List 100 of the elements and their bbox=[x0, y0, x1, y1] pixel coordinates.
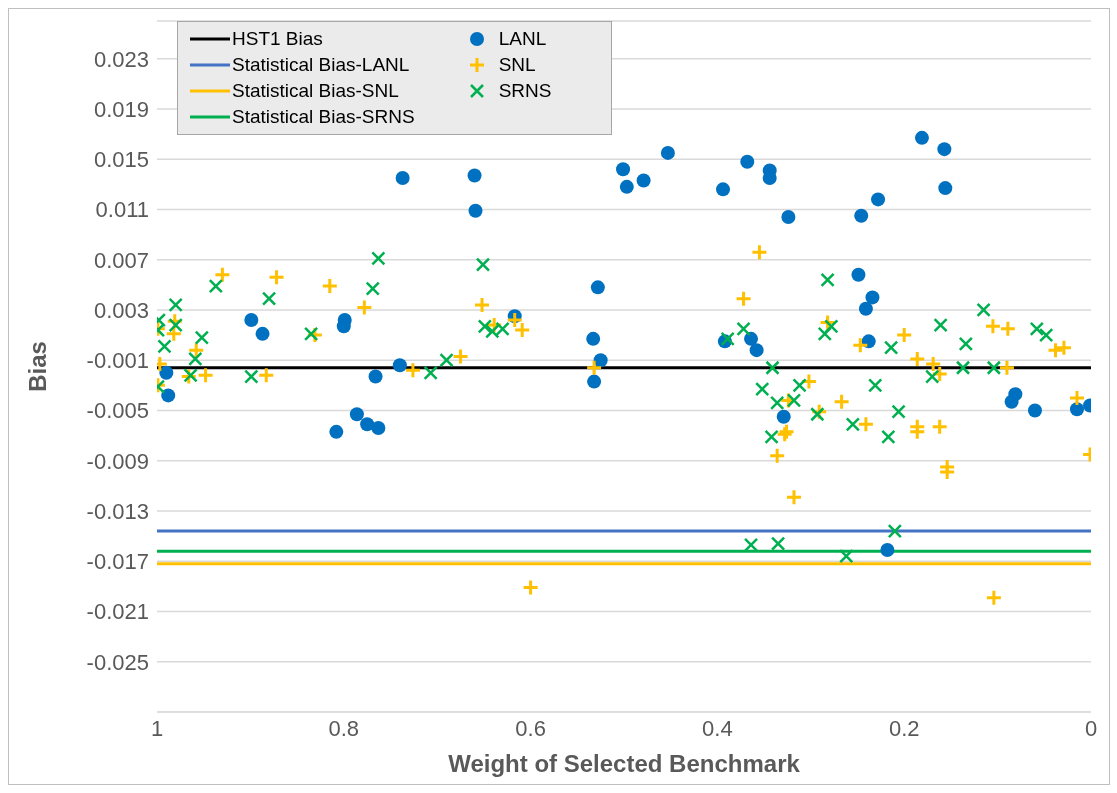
y-tick-label: 0.015 bbox=[93, 147, 149, 173]
y-tick-label: -0.001 bbox=[86, 348, 149, 374]
point bbox=[1038, 327, 1054, 343]
point bbox=[165, 325, 183, 343]
point bbox=[845, 417, 861, 432]
point bbox=[895, 326, 913, 344]
y-tick-label: -0.017 bbox=[86, 549, 149, 575]
point bbox=[999, 320, 1017, 338]
point bbox=[268, 268, 286, 286]
point bbox=[1004, 394, 1019, 409]
point bbox=[851, 336, 869, 354]
y-tick-label: -0.021 bbox=[86, 599, 149, 625]
point bbox=[636, 173, 651, 188]
point bbox=[255, 326, 270, 341]
y-tick-label: 0.011 bbox=[95, 197, 149, 223]
point bbox=[938, 181, 953, 196]
point bbox=[985, 589, 1003, 607]
point bbox=[857, 415, 875, 433]
point bbox=[197, 366, 215, 384]
point bbox=[817, 326, 833, 342]
point bbox=[768, 447, 786, 465]
point bbox=[1069, 402, 1084, 417]
point bbox=[392, 358, 407, 373]
point bbox=[1055, 339, 1073, 357]
point bbox=[194, 330, 210, 345]
point bbox=[452, 347, 470, 365]
point bbox=[749, 343, 764, 358]
point bbox=[861, 334, 876, 349]
point bbox=[404, 361, 422, 379]
point bbox=[958, 336, 974, 352]
x-tick-label: 1 bbox=[150, 715, 164, 741]
point bbox=[781, 209, 796, 224]
x-tick-label: 0.4 bbox=[702, 715, 733, 741]
point bbox=[938, 463, 956, 481]
point bbox=[765, 360, 780, 376]
point bbox=[585, 359, 603, 377]
point bbox=[593, 353, 608, 368]
point bbox=[477, 319, 493, 334]
point bbox=[244, 313, 259, 328]
point bbox=[881, 429, 896, 445]
point bbox=[865, 290, 880, 305]
point bbox=[522, 579, 540, 597]
point bbox=[716, 182, 730, 197]
y-axis-title: Bias bbox=[23, 341, 51, 392]
point bbox=[395, 171, 410, 186]
point bbox=[984, 317, 1002, 335]
point bbox=[423, 365, 438, 381]
point bbox=[467, 168, 482, 183]
point bbox=[1027, 403, 1042, 418]
point bbox=[750, 243, 768, 261]
point bbox=[736, 321, 751, 337]
point bbox=[998, 359, 1016, 377]
y-tick-label: -0.005 bbox=[86, 398, 149, 424]
point bbox=[349, 407, 364, 422]
x-tick-label: 0.6 bbox=[515, 715, 546, 741]
point bbox=[887, 523, 903, 539]
point bbox=[871, 192, 886, 207]
point bbox=[914, 130, 929, 145]
point bbox=[261, 291, 277, 306]
point bbox=[473, 296, 491, 314]
point bbox=[740, 154, 755, 169]
point bbox=[157, 339, 172, 354]
point bbox=[754, 381, 770, 397]
point bbox=[660, 145, 675, 160]
point bbox=[1047, 341, 1065, 359]
x-tick-label: 0.2 bbox=[888, 715, 920, 741]
point bbox=[213, 266, 231, 284]
point bbox=[590, 280, 605, 295]
point bbox=[908, 423, 926, 441]
point bbox=[800, 373, 818, 391]
point bbox=[776, 409, 791, 424]
point bbox=[439, 352, 454, 368]
point bbox=[931, 418, 949, 436]
point bbox=[368, 369, 383, 384]
point bbox=[168, 297, 183, 313]
point bbox=[976, 302, 991, 318]
y-tick-label: -0.013 bbox=[86, 498, 149, 524]
point bbox=[586, 331, 601, 346]
point bbox=[955, 360, 971, 376]
point bbox=[839, 548, 854, 564]
y-tick-label: 0.007 bbox=[93, 247, 149, 273]
legend-label: LANL bbox=[498, 28, 547, 50]
point bbox=[321, 277, 339, 295]
point bbox=[329, 424, 344, 439]
point bbox=[880, 542, 895, 557]
point bbox=[257, 366, 275, 384]
point bbox=[924, 369, 940, 384]
point bbox=[371, 251, 386, 266]
point bbox=[770, 536, 786, 551]
point bbox=[735, 290, 753, 308]
point bbox=[851, 267, 866, 282]
point bbox=[764, 429, 779, 445]
point bbox=[365, 281, 380, 296]
point bbox=[475, 257, 491, 272]
point bbox=[891, 404, 906, 419]
point bbox=[883, 340, 899, 355]
point bbox=[786, 393, 802, 408]
point bbox=[188, 351, 203, 367]
point bbox=[468, 203, 483, 218]
point bbox=[360, 417, 375, 432]
